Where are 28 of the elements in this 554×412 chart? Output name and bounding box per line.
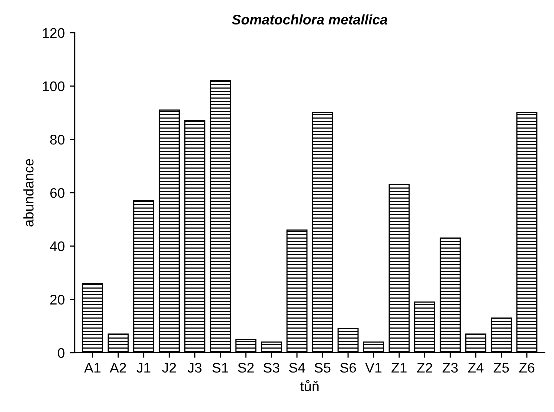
x-tick-label: J2: [162, 363, 176, 373]
x-tick-label: J1: [136, 363, 151, 373]
x-tick-label: Z6: [519, 363, 535, 373]
x-axis-title: tůň: [300, 380, 319, 392]
x-tick-label: S6: [340, 363, 356, 373]
y-tick-label: 20: [50, 295, 65, 305]
y-tick-label: 0: [58, 348, 65, 358]
x-tick-label: S2: [238, 363, 254, 373]
y-axis-title: abundance: [24, 159, 34, 227]
y-tick-label: 120: [43, 28, 65, 38]
chart-title: Somatochlora metallica: [232, 14, 388, 25]
x-tick-label: Z3: [442, 363, 458, 373]
x-tick-label: Z5: [494, 363, 510, 373]
x-tick-label: Z1: [392, 363, 407, 373]
y-tick-label: 100: [43, 82, 65, 92]
x-tick-label: V1: [365, 363, 382, 373]
y-tick-label: 40: [50, 242, 65, 252]
x-tick-label: S1: [212, 363, 228, 373]
x-tick-label: J3: [188, 363, 202, 373]
x-tick-label: Z4: [468, 363, 484, 373]
y-tick-label: 80: [50, 135, 65, 145]
x-tick-label: S3: [264, 363, 280, 373]
x-tick-label: S4: [289, 363, 306, 373]
x-tick-label: Z2: [417, 363, 432, 373]
x-tick-label: A2: [110, 363, 126, 373]
x-tick-label: A1: [84, 363, 101, 373]
x-tick-label: S5: [314, 363, 331, 373]
y-tick-label: 60: [50, 188, 65, 198]
